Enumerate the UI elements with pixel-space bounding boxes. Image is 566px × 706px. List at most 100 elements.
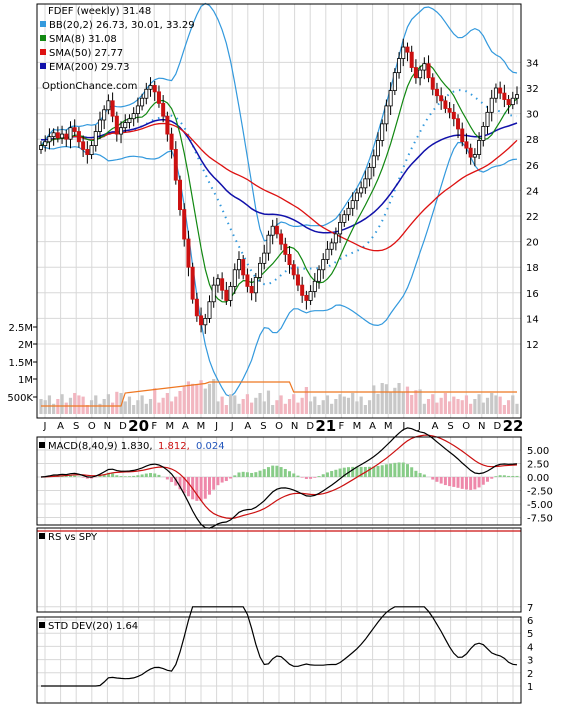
candle-body	[76, 131, 81, 143]
candle-body	[220, 278, 225, 291]
macd-histogram-bar	[144, 473, 148, 477]
candle-body	[329, 242, 334, 250]
macd-histogram-bar	[401, 462, 405, 477]
macd-histogram-bar	[473, 477, 477, 490]
month-label: O	[275, 421, 283, 432]
macd-histogram-bar	[469, 477, 473, 490]
price-tick-label: 20	[526, 238, 539, 249]
macd-histogram-bar	[262, 469, 266, 477]
volume-bar	[271, 405, 275, 414]
candle-body	[515, 94, 520, 99]
macd-tick-label: -5.00	[527, 500, 553, 511]
candle-body	[317, 269, 322, 282]
macd-histogram-bar	[334, 469, 338, 477]
volume-bar	[342, 396, 346, 414]
macd-panel: 5.00 2.50 0.00 -2.50 -5.00 -7.50	[37, 427, 553, 529]
volume-bar	[287, 399, 292, 414]
volume-bar	[140, 395, 144, 414]
candle-body	[123, 122, 128, 129]
macd-histogram-bar	[119, 476, 123, 477]
macd-histogram-bar	[515, 475, 519, 477]
volume-bar	[346, 397, 351, 414]
candle-body	[464, 141, 469, 149]
volume-bar	[144, 403, 148, 414]
candle-body	[447, 108, 452, 113]
candle-body	[199, 315, 204, 326]
volume-bar	[132, 405, 136, 414]
candle-body	[114, 115, 119, 135]
candle-body	[291, 264, 296, 276]
macd-histogram-bar	[439, 477, 443, 484]
candle-body	[43, 141, 48, 146]
volume-bar	[186, 381, 191, 414]
candle-body	[169, 133, 174, 150]
volume-bar	[448, 401, 452, 414]
volume-bar	[351, 393, 355, 414]
macd-line	[40, 427, 518, 529]
macd-histogram-bar	[102, 474, 106, 477]
stddev-title: STD DEV(20) 1.64	[48, 621, 138, 632]
price-tick-label: 32	[526, 84, 539, 95]
legend-swatch-sma8	[40, 35, 46, 41]
price-tick-label: 26	[526, 161, 539, 172]
volume-bar	[64, 402, 68, 414]
candle-body	[93, 131, 98, 147]
candle-body	[409, 51, 414, 68]
price-tick-label: 30	[526, 110, 539, 121]
macd-histogram-bar	[140, 474, 144, 477]
volume-bar	[169, 401, 174, 414]
macd-histogram-bar	[233, 475, 237, 477]
candle-body	[359, 187, 364, 194]
macd-histogram-bar	[397, 462, 401, 477]
candle-body	[72, 127, 77, 132]
volume-bar	[334, 399, 338, 414]
volume-bar	[469, 403, 473, 414]
candle-body	[55, 132, 60, 139]
candle-body	[300, 284, 305, 296]
volume-bar	[308, 401, 313, 414]
watermark: OptionChance.com	[42, 81, 137, 92]
panel-frame	[36, 3, 522, 419]
candlesticks	[39, 38, 520, 334]
candle-body	[498, 87, 503, 94]
macd-histogram-bar	[106, 472, 110, 477]
volume-bar	[502, 405, 506, 414]
price-tick-label: 16	[526, 289, 539, 300]
volume-bar	[60, 394, 64, 414]
volume-tick-label: 500K	[7, 393, 33, 404]
candle-body	[388, 90, 393, 107]
macd-histogram-bar	[460, 477, 464, 489]
macd-histogram-bar	[422, 474, 426, 477]
candle-body	[51, 132, 56, 138]
macd-histogram-bar	[283, 468, 287, 477]
candle-body	[287, 253, 292, 266]
price-tick-label: 12	[526, 340, 539, 351]
volume-average-line	[41, 381, 517, 407]
volume-bar	[237, 403, 241, 414]
month-label: A	[182, 421, 189, 432]
candle-body	[333, 233, 338, 244]
candle-body	[97, 119, 102, 132]
candle-body	[342, 214, 347, 223]
macd-histogram-bar	[511, 475, 515, 477]
volume-bar	[73, 393, 77, 414]
volume-bar	[98, 403, 102, 414]
volume-bar	[245, 394, 250, 414]
macd-histogram-bar	[153, 473, 157, 477]
macd-histogram-bar	[393, 462, 397, 477]
macd-histogram-bar	[229, 477, 233, 479]
candle-body	[510, 97, 515, 106]
macd-histogram-bar	[271, 465, 275, 477]
macd-histogram-bar	[494, 476, 498, 477]
volume-bar	[127, 396, 132, 414]
volume-bar	[89, 400, 94, 414]
candle-body	[384, 105, 389, 125]
volume-bar	[241, 399, 245, 414]
macd-histogram-label: 0.024	[196, 441, 225, 452]
macd-histogram-bar	[355, 466, 359, 477]
volume-bar	[477, 394, 481, 414]
macd-histogram-bar	[410, 467, 414, 477]
volume-bar	[313, 396, 317, 414]
candle-body	[418, 69, 423, 79]
volume-bar	[199, 380, 203, 414]
